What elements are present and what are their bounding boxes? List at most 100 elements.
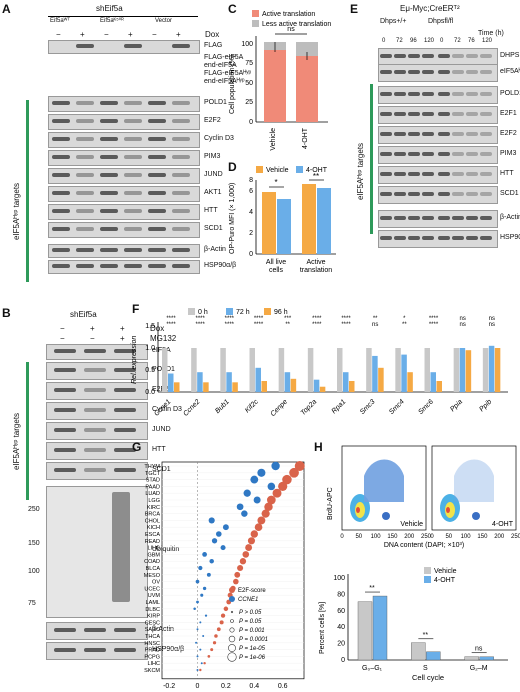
svg-text:8: 8 [249, 177, 253, 184]
panelG-point-e2f [207, 655, 211, 658]
panelE-band [422, 132, 434, 136]
panelA-band [100, 248, 118, 252]
panelG-point-ccne1 [271, 461, 280, 471]
panelG-frame [161, 461, 305, 680]
panelB-band [114, 349, 136, 353]
panelB-band [84, 388, 106, 392]
panelA-band [124, 119, 142, 123]
panelH-flow-xtick: 100 [461, 534, 472, 540]
panelA-band [148, 264, 166, 268]
panelG-cancer-label: DLBC [145, 607, 160, 613]
panelG-cancer-label: COAD [144, 559, 160, 565]
panelB-band [54, 428, 76, 432]
panelH-flow-label: Vehicle [400, 521, 423, 528]
panelA-band [124, 155, 142, 159]
panelA-band [172, 227, 190, 231]
panelH-legend-vehicle-swatch [424, 567, 431, 574]
panelE-band [452, 132, 464, 136]
panelF-legend-swatch [264, 308, 271, 315]
panelG-cancer-label: PRAD [145, 648, 160, 654]
panelA-row-label: JUND [204, 171, 223, 178]
panelB-band [54, 448, 76, 452]
panelH-legend-4oht-swatch [424, 576, 431, 583]
panelF-sig-top: **** [312, 316, 322, 322]
panelB-band [84, 628, 106, 632]
panelG-cancer-label: MESO [144, 573, 161, 579]
panelG-cancer-label: HNSC [144, 641, 160, 647]
panelA-band [172, 44, 190, 48]
panelH-flow-ylabel: BrdU-APC [327, 487, 334, 520]
panelA-band [52, 248, 70, 252]
panelF-ylabel: Rel. expression [131, 336, 138, 384]
panelH-legend-vehicle: Vehicle [434, 568, 457, 575]
panelF-sig-bot: **** [429, 322, 439, 328]
panelB-band [84, 368, 106, 372]
panelE-band [380, 236, 392, 240]
panelB-band [84, 648, 106, 652]
panelA-band [76, 191, 94, 195]
panelF-bar [337, 348, 343, 392]
panelE-band [480, 236, 492, 240]
panelE-band [394, 112, 406, 116]
panelF-xtick: Smc3 [359, 398, 377, 416]
panelG-point-ccne1 [220, 545, 226, 551]
panelG-cancer-label: GBM [147, 552, 160, 558]
svg-text:75: 75 [245, 60, 253, 67]
panelG-cancer-label: CHOL [145, 518, 160, 524]
panelE-band [394, 132, 406, 136]
panelG-point-e2f [254, 523, 263, 532]
panelA-blot-strip [48, 150, 200, 166]
panelE-band [422, 152, 434, 156]
panelE-band [394, 92, 406, 96]
panelG-cancer-label: UVM [148, 593, 161, 599]
panelG-point-ccne1 [241, 510, 248, 517]
panelB-band [114, 628, 136, 632]
panelF-ytick: 1.0 [145, 345, 155, 352]
panelE-band [408, 54, 420, 58]
panelH-flow-xtick: 250 [421, 534, 432, 540]
panelC-sig: ns [287, 26, 295, 33]
panelA-band [100, 155, 118, 159]
panelA-band [76, 119, 94, 123]
panelF-bar [226, 372, 232, 392]
panelG-xtick: 0.4 [249, 683, 259, 690]
panelB-blot-strip [46, 382, 148, 400]
panelG-point-ccne1 [193, 607, 196, 611]
panelH-sig: ** [369, 585, 375, 592]
panelB-band [84, 448, 106, 452]
panelE-band [438, 236, 450, 240]
panelE-band [466, 172, 478, 176]
panelH-flow-xtick: 150 [477, 534, 488, 540]
panelE-band [394, 54, 406, 58]
panelG-point-ccne1 [195, 579, 200, 584]
panelE-band [480, 216, 492, 220]
panelA-row-label: HSP90α/β [204, 262, 237, 269]
panelA-group-wt: Eif5aᵂᵀ [50, 18, 71, 24]
panelG-cancer-label: CESC [145, 620, 160, 626]
panelE-band [394, 152, 406, 156]
panelH-xtick: G₂–M [470, 665, 488, 672]
panelA-band [148, 248, 166, 252]
panelB-mw-label: 150 [28, 540, 40, 547]
panelB-mg-sign: − [90, 334, 95, 343]
panelF-bar [174, 382, 180, 392]
panelG-cancer-label: KIRC [147, 505, 160, 511]
panelG-legend-ccne1-dot [229, 596, 235, 602]
panelA-band [76, 101, 94, 105]
panelC-cat-vehicle: Vehicle [270, 128, 277, 151]
panelF-sig-bot: **** [341, 322, 351, 328]
panelB-band [114, 388, 136, 392]
svg-text:4: 4 [249, 209, 253, 216]
panelF-bar [407, 372, 413, 392]
panelA-band [148, 173, 166, 177]
panelE-row-label: HSP90α/β [500, 234, 520, 241]
panelA-band [52, 209, 70, 213]
panelF-sig-bot: **** [195, 322, 205, 328]
panelF-sig-bot: **** [312, 322, 322, 328]
panelF-bar [366, 348, 372, 392]
panelB-band [54, 368, 76, 372]
panelE-band [422, 172, 434, 176]
panelH-ytick: 20 [337, 641, 345, 648]
panelH-flow-xlabel: DNA content (DAPI; ×10³) [384, 542, 464, 549]
